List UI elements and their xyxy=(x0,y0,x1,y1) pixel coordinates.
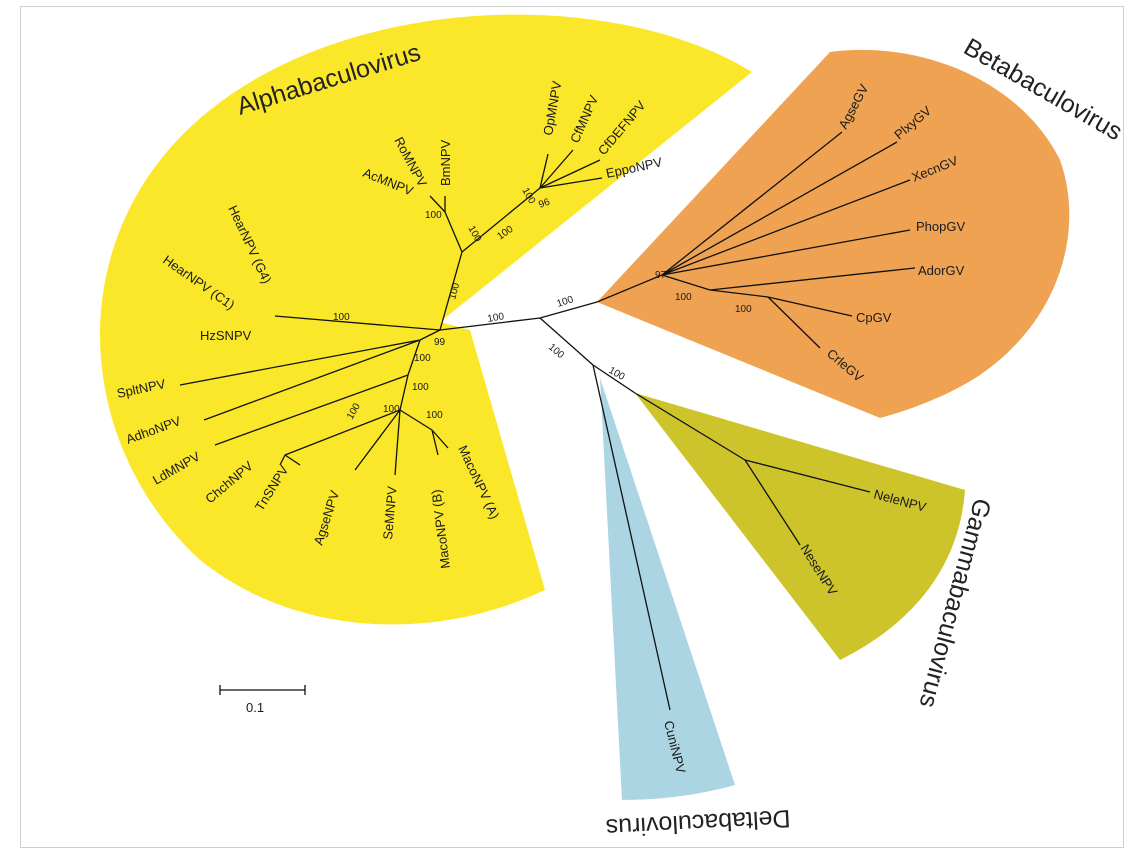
scale-bar-line xyxy=(219,685,306,695)
taxon-label: HzSNPV xyxy=(200,328,252,343)
gamma-clade-wedge xyxy=(635,393,965,660)
branch xyxy=(274,315,441,331)
branch xyxy=(634,392,746,461)
branch xyxy=(661,229,911,276)
support-value: 100 xyxy=(487,311,506,325)
branch xyxy=(354,409,401,471)
branch xyxy=(439,251,463,331)
support-value: 100 xyxy=(675,292,692,303)
branch xyxy=(179,339,421,386)
support-value: 100 xyxy=(447,281,462,300)
support-value: 96 xyxy=(537,197,552,211)
branch xyxy=(203,339,421,421)
support-value: 100 xyxy=(556,294,576,310)
branch xyxy=(284,454,301,466)
taxon-label: CpGV xyxy=(856,310,892,325)
scale-bar-label: 0.1 xyxy=(246,700,264,715)
branch xyxy=(767,296,821,349)
tree-branches xyxy=(179,131,916,711)
support-value: 100 xyxy=(607,365,627,383)
delta-clade-wedge xyxy=(600,378,735,800)
branch xyxy=(539,149,574,189)
branch xyxy=(431,429,449,449)
branch xyxy=(661,179,911,276)
figure-frame xyxy=(20,6,1124,848)
branch xyxy=(767,296,853,317)
taxon-label: BmNPV xyxy=(438,139,453,186)
branch xyxy=(284,409,401,456)
support-value: 100 xyxy=(383,404,400,415)
branch xyxy=(661,141,898,276)
taxon-label: PhopGV xyxy=(916,219,965,234)
branch xyxy=(539,317,594,366)
branch xyxy=(661,131,843,276)
support-value: 99 xyxy=(434,337,446,348)
taxon-label: AdorGV xyxy=(918,263,965,278)
support-value: 100 xyxy=(414,353,431,364)
branch xyxy=(439,317,541,331)
branch xyxy=(214,374,409,446)
support-value: 100 xyxy=(735,304,752,315)
scale-bar: 0.1 xyxy=(219,685,306,715)
branch xyxy=(279,454,286,466)
support-value: 100 xyxy=(426,410,443,421)
branch xyxy=(744,459,871,493)
beta-clade-wedge xyxy=(597,49,1070,418)
branch xyxy=(419,329,441,341)
branch xyxy=(539,153,549,189)
branch xyxy=(407,339,421,376)
branch xyxy=(539,301,598,319)
genus-label-delta: Deltabaculovirus xyxy=(605,804,791,842)
branch xyxy=(592,364,636,394)
branch xyxy=(596,274,663,303)
branch xyxy=(592,364,671,711)
branch xyxy=(539,177,603,189)
taxon-label: SeMNPV xyxy=(380,485,400,540)
branch xyxy=(709,289,769,298)
support-value: 100 xyxy=(412,382,429,393)
branch xyxy=(444,211,463,253)
branch xyxy=(399,374,409,411)
branch xyxy=(431,429,439,456)
support-value: 97 xyxy=(655,270,667,281)
branch xyxy=(429,195,446,213)
support-value: 100 xyxy=(425,210,442,221)
alpha-clade-wedge xyxy=(100,14,752,625)
branch xyxy=(744,459,801,546)
branch xyxy=(394,409,401,476)
branch xyxy=(661,274,711,291)
branch xyxy=(461,187,541,253)
support-value: 100 xyxy=(333,312,350,323)
branch xyxy=(709,267,916,291)
branch xyxy=(539,159,601,189)
support-value: 100 xyxy=(546,342,566,361)
branch xyxy=(399,409,433,431)
